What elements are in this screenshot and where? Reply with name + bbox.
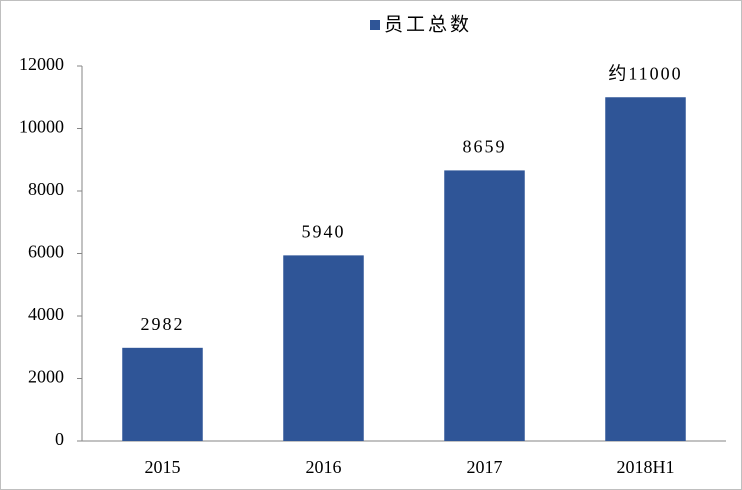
bar xyxy=(444,170,525,441)
bar xyxy=(605,97,686,441)
bar xyxy=(122,347,203,441)
x-tick-label: 2015 xyxy=(145,457,181,477)
x-tick-label: 2018H1 xyxy=(617,457,675,477)
y-tick-label: 10000 xyxy=(19,117,64,137)
value-label: 8659 xyxy=(463,137,507,157)
value-label: 2982 xyxy=(141,314,185,334)
legend-swatch xyxy=(370,20,380,30)
value-label: 5940 xyxy=(302,222,346,242)
y-tick-label: 4000 xyxy=(28,304,64,324)
value-label: 约11000 xyxy=(608,63,682,83)
y-tick-label: 12000 xyxy=(19,54,64,74)
x-tick-label: 2016 xyxy=(306,457,342,477)
x-tick-label: 2017 xyxy=(467,457,503,477)
bar xyxy=(283,255,364,441)
y-tick-label: 0 xyxy=(55,429,64,449)
y-tick-label: 8000 xyxy=(28,179,64,199)
legend-label: 员工总数 xyxy=(384,13,472,35)
y-tick-label: 6000 xyxy=(28,242,64,262)
y-tick-label: 2000 xyxy=(28,367,64,387)
